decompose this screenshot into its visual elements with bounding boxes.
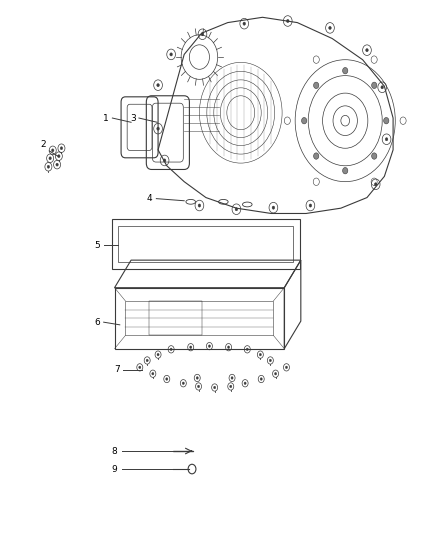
Text: 2: 2 [40, 140, 46, 149]
Circle shape [146, 359, 148, 362]
Circle shape [244, 382, 246, 384]
Circle shape [157, 353, 159, 356]
Circle shape [235, 208, 238, 211]
Circle shape [343, 167, 348, 174]
Bar [115, 288, 284, 349]
Text: 9: 9 [112, 465, 117, 473]
Circle shape [286, 366, 287, 369]
Circle shape [49, 157, 51, 160]
Circle shape [182, 382, 184, 384]
Text: 4: 4 [147, 194, 152, 203]
Circle shape [246, 348, 248, 351]
Circle shape [243, 22, 246, 25]
Circle shape [47, 165, 49, 168]
Circle shape [139, 366, 141, 369]
Bar [113, 219, 300, 269]
Circle shape [260, 378, 262, 380]
Circle shape [52, 149, 54, 152]
Circle shape [381, 86, 384, 89]
Circle shape [198, 204, 201, 207]
Circle shape [58, 155, 60, 158]
Text: 8: 8 [112, 447, 117, 456]
Bar [149, 301, 201, 335]
Circle shape [196, 377, 198, 379]
Text: 3: 3 [130, 114, 136, 123]
Circle shape [152, 373, 154, 375]
Text: 1: 1 [103, 114, 109, 123]
Circle shape [170, 53, 173, 56]
Circle shape [301, 117, 307, 124]
Circle shape [60, 147, 63, 150]
Circle shape [384, 117, 389, 124]
Circle shape [272, 206, 275, 209]
Bar [118, 226, 293, 262]
Circle shape [366, 49, 368, 52]
Circle shape [163, 159, 166, 162]
Circle shape [201, 33, 204, 36]
Circle shape [231, 377, 233, 379]
Circle shape [286, 19, 289, 22]
Circle shape [328, 26, 331, 29]
Circle shape [275, 373, 277, 375]
Circle shape [227, 346, 230, 349]
Text: 6: 6 [94, 318, 100, 327]
Circle shape [170, 348, 172, 351]
Circle shape [374, 183, 377, 186]
Circle shape [230, 385, 232, 387]
Circle shape [56, 163, 58, 166]
Text: 5: 5 [94, 241, 100, 250]
Circle shape [259, 353, 261, 356]
Circle shape [157, 127, 159, 130]
Circle shape [208, 345, 211, 348]
Circle shape [385, 138, 388, 141]
Circle shape [343, 68, 348, 74]
Circle shape [198, 385, 200, 387]
Circle shape [166, 378, 168, 380]
Circle shape [371, 82, 377, 88]
Circle shape [269, 359, 272, 362]
Bar [125, 301, 273, 335]
Circle shape [314, 153, 319, 159]
Text: 7: 7 [114, 366, 120, 374]
Circle shape [371, 153, 377, 159]
Circle shape [309, 204, 312, 207]
Circle shape [214, 386, 215, 389]
Circle shape [190, 346, 192, 349]
Circle shape [157, 84, 159, 87]
Circle shape [314, 82, 319, 88]
